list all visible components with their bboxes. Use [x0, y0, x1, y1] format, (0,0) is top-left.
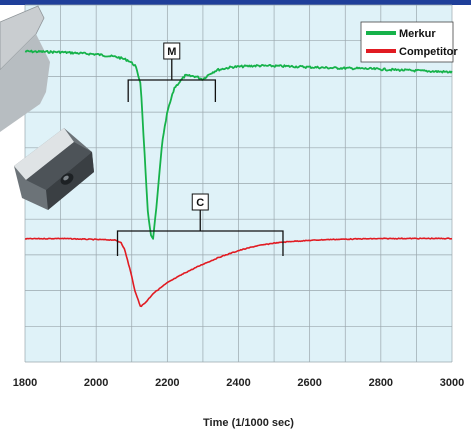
series-line-merkur — [24, 49, 453, 240]
annotation-box — [191, 193, 209, 211]
header-bar — [0, 0, 471, 5]
x-tick-label: 2200 — [155, 377, 179, 389]
x-tick-label: 3000 — [440, 377, 464, 389]
annotation-c: C — [116, 193, 284, 256]
annotation-label: M — [167, 46, 176, 58]
legend-label-merkur: Merkur — [399, 28, 436, 40]
annotation-bracket — [116, 210, 284, 256]
x-tick-label: 2600 — [297, 377, 321, 389]
metal-bracket-photo — [0, 5, 94, 210]
x-axis-label: Time (1/1000 sec) — [203, 417, 294, 429]
legend: Merkur Competitor — [360, 21, 458, 63]
series-line-competitor — [24, 237, 453, 308]
x-tick-label: 1800 — [13, 377, 37, 389]
annotation-bracket — [127, 59, 217, 102]
x-tick-label: 2400 — [226, 377, 250, 389]
x-tick-label: 2000 — [84, 377, 108, 389]
legend-label-competitor: Competitor — [399, 46, 458, 58]
x-tick-label: 2800 — [369, 377, 393, 389]
annotation-box — [163, 42, 181, 60]
annotation-m: M — [127, 42, 217, 102]
annotation-label: C — [196, 197, 204, 209]
grid-lines — [24, 4, 453, 363]
